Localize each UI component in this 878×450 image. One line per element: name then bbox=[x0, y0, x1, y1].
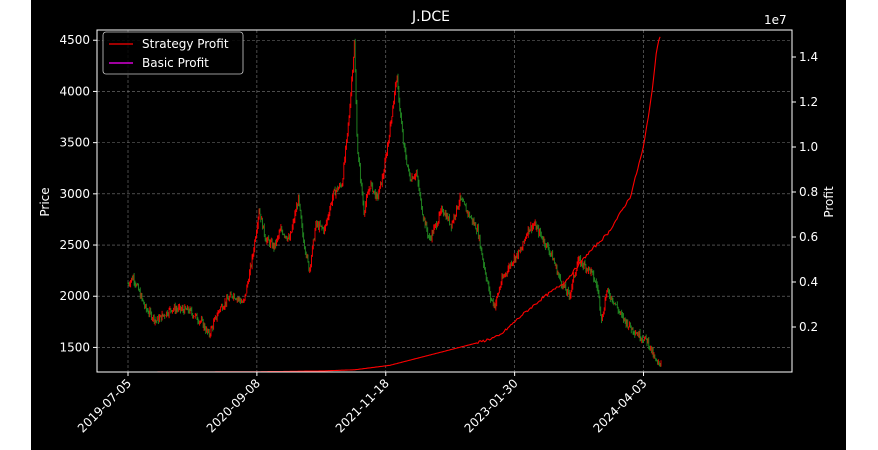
y-tick-label: 2000 bbox=[59, 289, 90, 303]
y-tick-label: 3500 bbox=[59, 136, 90, 150]
y2-tick-label: 1.0 bbox=[799, 140, 818, 154]
y-axis-label: Price bbox=[38, 187, 52, 216]
profit-axis: 0.2 0.4 0.6 0.8 1.0 1.2 1.4 bbox=[792, 50, 818, 334]
x-tick-label: 2021-11-18 bbox=[333, 376, 392, 435]
y-tick-label: 1500 bbox=[59, 340, 90, 354]
y2-tick-label: 0.8 bbox=[799, 185, 818, 199]
price-axis: 1500 2000 2500 3000 3500 4000 4500 bbox=[59, 33, 97, 354]
chart-title: J.DCE bbox=[411, 9, 450, 25]
y-tick-label: 4500 bbox=[59, 33, 90, 47]
y-tick-label: 3000 bbox=[59, 187, 90, 201]
axes-frame bbox=[96, 29, 793, 373]
y-tick-label: 2500 bbox=[59, 238, 90, 252]
chart-figure: 1500 2000 2500 3000 3500 4000 4500 0.2 0.4 0.6 0.… bbox=[31, 0, 846, 450]
profit-layer bbox=[128, 36, 661, 373]
y2-tick-label: 1.2 bbox=[799, 95, 818, 109]
y2-tick-label: 1.4 bbox=[799, 50, 818, 64]
x-tick-label: 2024-04-03 bbox=[590, 376, 649, 435]
y2-axis-label: Profit bbox=[822, 186, 836, 218]
legend-label-strategy: Strategy Profit bbox=[142, 37, 229, 51]
y2-tick-label: 0.2 bbox=[799, 320, 818, 334]
y2-offset-label: 1e7 bbox=[764, 13, 787, 27]
x-tick-label: 2023-01-30 bbox=[462, 376, 521, 435]
x-tick-label: 2020-09-08 bbox=[204, 376, 263, 435]
legend-label-basic: Basic Profit bbox=[142, 56, 209, 70]
strategy-profit-line bbox=[128, 36, 661, 373]
date-axis: 2019-07-05 2020-09-08 2021-11-18 2023-01-30… bbox=[75, 372, 650, 435]
x-tick-label: 2019-07-05 bbox=[75, 376, 134, 435]
price-candles bbox=[127, 38, 662, 367]
legend-box bbox=[102, 31, 244, 75]
legend: Strategy Profit Basic Profit bbox=[102, 31, 244, 75]
y-tick-label: 4000 bbox=[59, 84, 90, 98]
y2-tick-label: 0.6 bbox=[799, 230, 818, 244]
y2-tick-label: 0.4 bbox=[799, 275, 818, 289]
